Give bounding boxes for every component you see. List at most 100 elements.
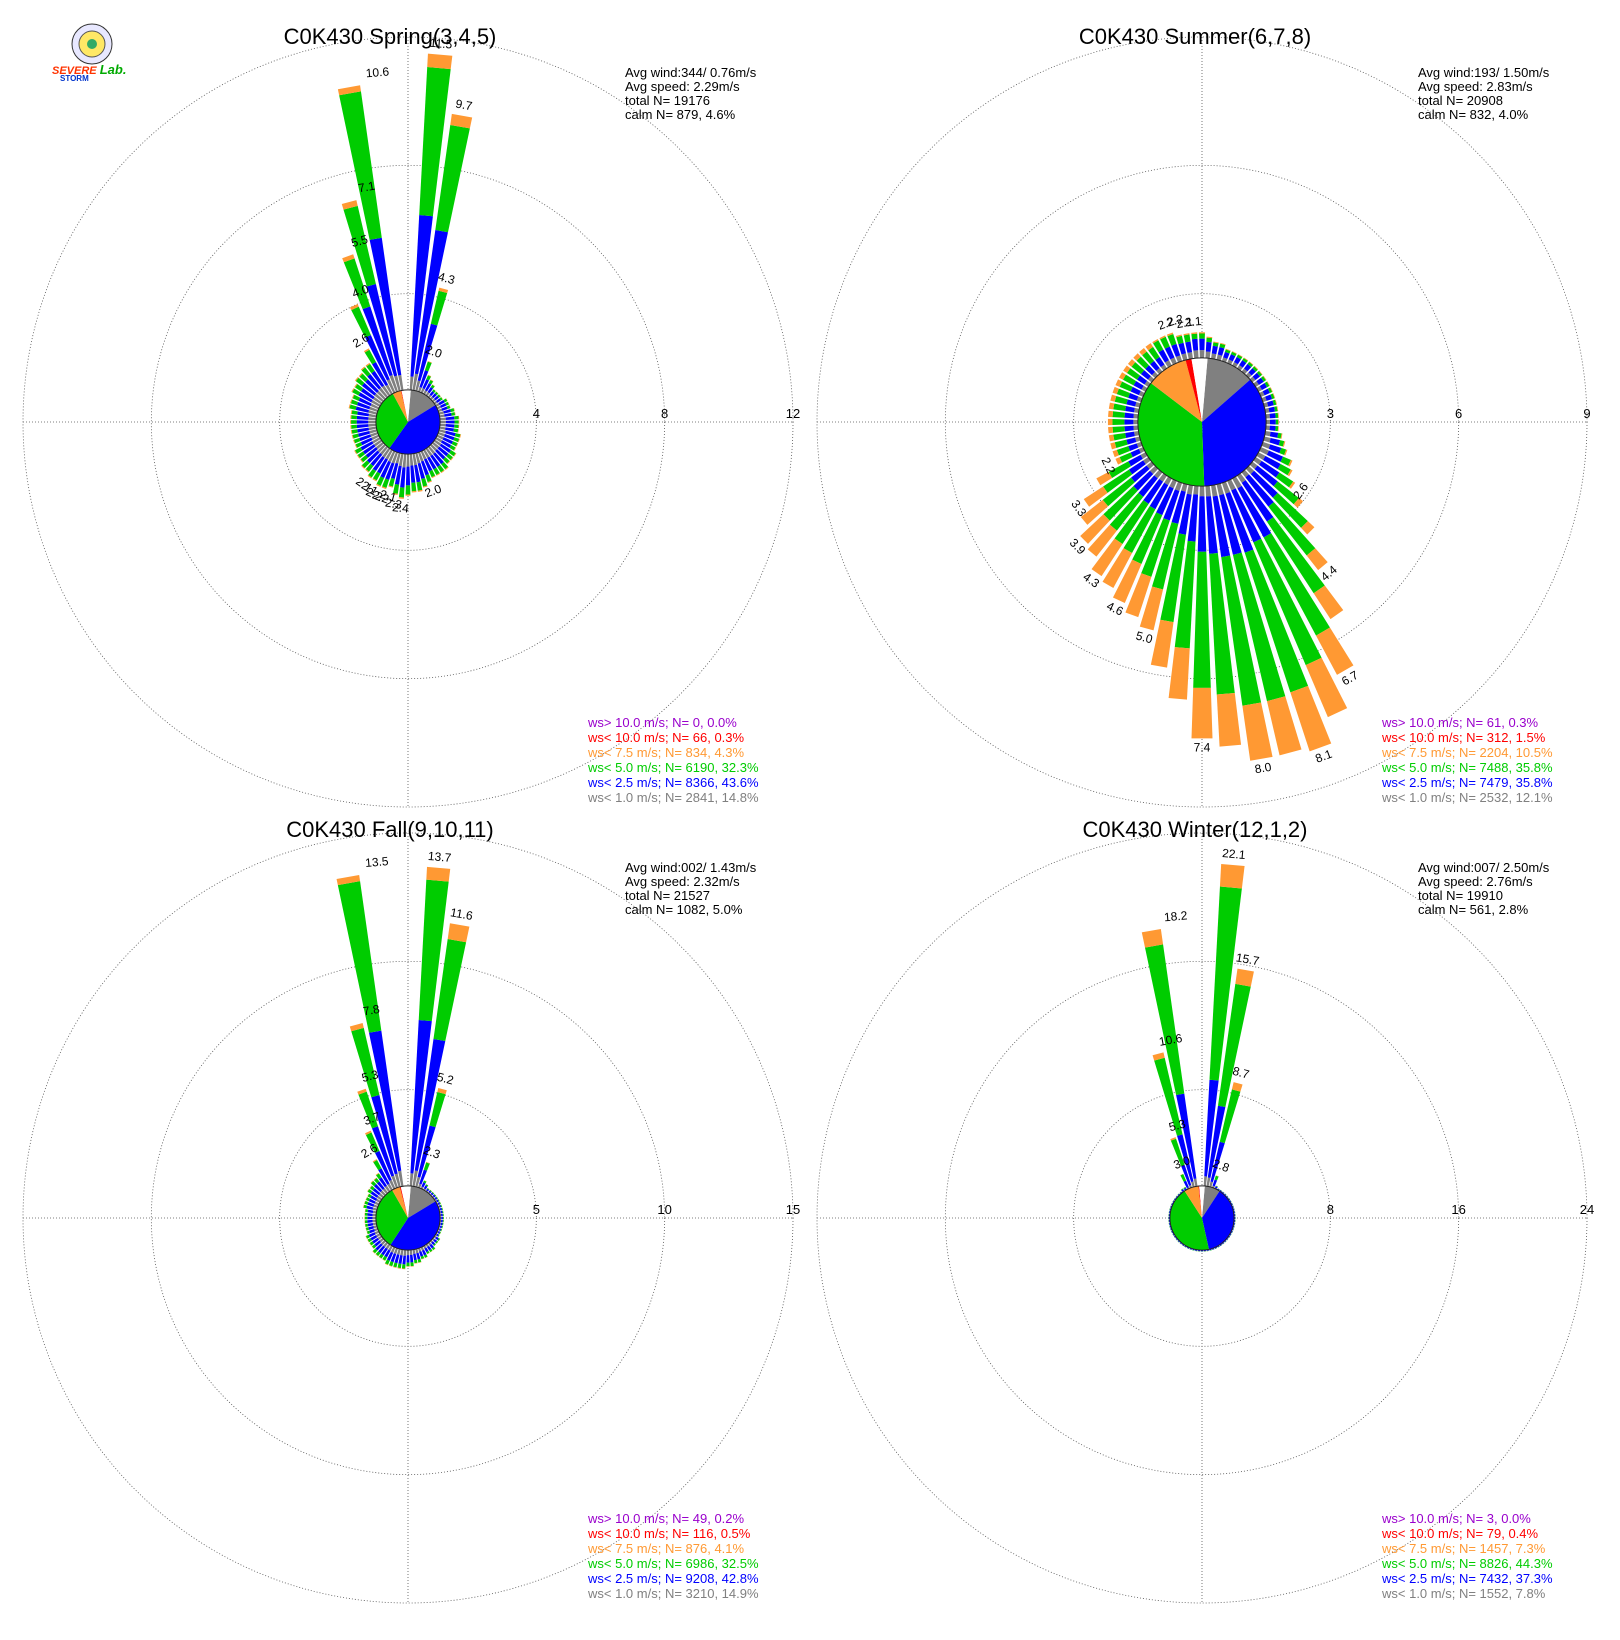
bar-segment <box>1252 366 1258 372</box>
bar-segment <box>373 396 383 405</box>
bar-segment <box>440 1222 443 1226</box>
bar-segment <box>371 399 381 407</box>
bar-segment <box>365 334 390 381</box>
bar-segment <box>1164 346 1175 360</box>
bar-segment <box>378 1256 382 1259</box>
bar-segment <box>1181 483 1188 492</box>
bar-segment <box>342 254 355 263</box>
bar-segment <box>405 494 411 496</box>
bar-segment <box>1276 406 1279 412</box>
bar-segment <box>438 1234 440 1237</box>
bar-segment <box>1231 1230 1233 1234</box>
bar-segment <box>427 480 432 483</box>
bar-segment <box>371 1244 377 1249</box>
bar-segment <box>1206 1250 1209 1252</box>
bar-segment <box>350 425 352 429</box>
bar-segment <box>354 447 363 454</box>
bar-segment <box>1232 1228 1234 1231</box>
pie-slice <box>1150 359 1202 422</box>
bar-segment <box>355 442 363 448</box>
bar-segment <box>1135 436 1141 442</box>
bar-segment <box>1183 1187 1187 1191</box>
bar-segment <box>1234 1213 1236 1217</box>
bar-segment <box>409 376 414 391</box>
bar-segment <box>1170 1137 1177 1141</box>
bar-segment <box>364 349 376 365</box>
bar-segment <box>1108 410 1114 418</box>
grid-circle <box>150 164 666 680</box>
bar-segment <box>365 447 378 458</box>
bar-segment <box>1179 1191 1182 1194</box>
bar-segment <box>453 453 457 457</box>
legend-entry: ws< 10.0 m/s; N= 312, 1.5% <box>1381 730 1546 745</box>
bar-value-label: 10.6 <box>1158 1031 1184 1049</box>
bar-segment <box>423 458 433 472</box>
bar-segment <box>365 1235 368 1239</box>
bar-segment <box>441 406 448 411</box>
bar-segment <box>376 1173 382 1180</box>
bar-value-label: 11.6 <box>449 905 474 923</box>
bar-segment <box>364 1220 366 1224</box>
bar-segment <box>1171 1202 1173 1205</box>
center-pie <box>375 389 441 455</box>
bar-segment <box>1214 1175 1219 1181</box>
bar-segment <box>390 462 399 480</box>
bar-segment <box>351 410 358 415</box>
bar-segment <box>440 1204 443 1208</box>
bar-segment <box>365 1209 369 1213</box>
chart-title: C0K430 Winter(12,1,2) <box>1083 817 1308 842</box>
bar-segment <box>435 1240 439 1244</box>
bar-segment <box>1179 1191 1182 1193</box>
bar-segment <box>450 408 455 413</box>
bar-segment <box>412 453 417 466</box>
bar-segment <box>432 1194 436 1198</box>
bar-segment <box>1267 387 1273 394</box>
bar-segment <box>1112 386 1119 395</box>
bar-segment <box>380 1239 387 1246</box>
bar-segment <box>1233 1225 1235 1228</box>
bar-segment <box>1199 332 1205 334</box>
bar-segment <box>1192 1249 1195 1251</box>
bar-segment <box>372 362 389 387</box>
bar-segment <box>1231 1202 1233 1206</box>
bar-segment <box>1234 1216 1236 1220</box>
bar-segment <box>1128 460 1146 475</box>
bar-segment <box>1139 347 1147 356</box>
bar-segment <box>429 391 435 396</box>
bar-segment <box>437 394 441 398</box>
bar-segment <box>1217 347 1225 356</box>
bar-segment <box>375 1243 383 1251</box>
bar-segment <box>1180 1188 1184 1191</box>
bar-segment <box>1158 349 1169 363</box>
pie-slice <box>392 390 408 422</box>
bar-segment <box>1269 437 1281 446</box>
bar-value-label: 2.4 <box>392 500 410 515</box>
bar-segment <box>435 1236 439 1241</box>
bar-segment <box>1212 1248 1215 1250</box>
bar-segment <box>1232 476 1242 489</box>
bar-segment <box>406 1266 410 1267</box>
bar-segment <box>441 1225 443 1229</box>
bar-segment <box>1226 1238 1229 1241</box>
pie-slice <box>389 405 441 455</box>
bar-segment <box>1280 456 1291 466</box>
bar-segment <box>1213 341 1219 344</box>
legend-entry: ws< 1.0 m/s; N= 1552, 7.8% <box>1381 1586 1546 1601</box>
bar-segment <box>1200 1250 1204 1252</box>
bar-segment <box>1152 1052 1165 1061</box>
bar-segment <box>1306 548 1328 571</box>
bar-segment <box>1108 426 1114 434</box>
bar-segment <box>428 379 434 385</box>
bar-segment <box>1145 944 1185 1096</box>
bar-segment <box>420 450 427 460</box>
bar-segment <box>1288 459 1293 467</box>
bar-segment <box>368 413 377 418</box>
bar-segment <box>1269 431 1279 438</box>
bar-segment <box>1113 432 1127 441</box>
wind-rose-panel: 8 16 24 C0K430 Winter(12,1,2) Avg wind:007/ … <box>816 817 1594 1604</box>
bar-segment <box>423 449 430 458</box>
bar-segment <box>405 485 411 495</box>
bar-segment <box>376 483 381 487</box>
bar-segment <box>419 1169 428 1185</box>
bar-segment <box>1222 1242 1225 1245</box>
